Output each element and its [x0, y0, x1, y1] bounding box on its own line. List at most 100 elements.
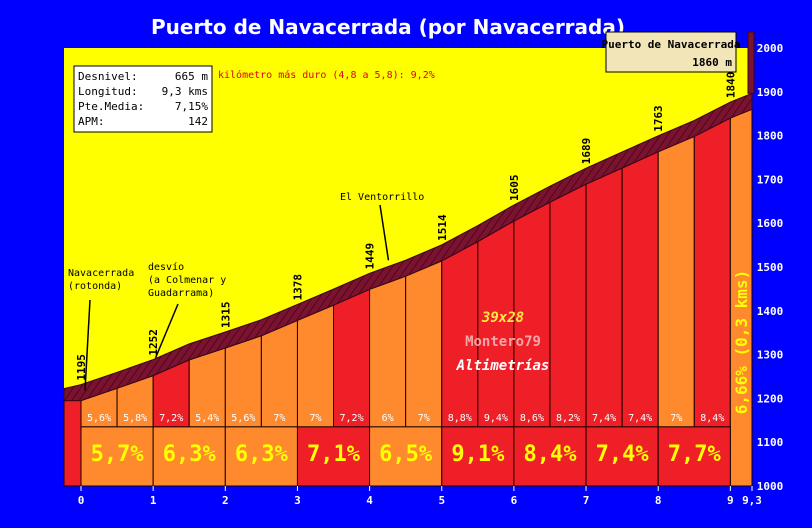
x-tick-label: 9 — [727, 494, 734, 507]
elevation-label: 1315 — [219, 302, 232, 329]
half-km-gradient-label: 7% — [309, 413, 321, 424]
half-km-gradient-label: 5,8% — [123, 413, 147, 424]
stat-label-pte-media: Pte.Media: — [78, 100, 144, 113]
stats-box: Desnivel: 665 m Longitud: 9,3 kms Pte.Me… — [73, 65, 213, 133]
x-tick-label: 9,3 — [742, 494, 762, 507]
x-tick-label: 0 — [78, 494, 85, 507]
y-tick-label: 1500 — [757, 261, 784, 274]
x-tick-label: 4 — [366, 494, 373, 507]
km-gradient-box — [296, 426, 371, 487]
elevation-label: 1763 — [652, 105, 665, 132]
half-km-gradient-label: 8,4% — [700, 413, 724, 424]
gradient-column — [585, 167, 623, 428]
stat-label-desnivel: Desnivel: — [78, 70, 138, 83]
half-km-gradient-label: 7,4% — [592, 413, 616, 424]
gradient-column — [296, 304, 335, 428]
summit-pole — [747, 31, 755, 94]
half-km-gradient-label: 7,2% — [159, 413, 183, 424]
stat-label-longitud: Longitud: — [78, 85, 138, 98]
annotation-leader — [154, 303, 179, 359]
half-km-gradient-label: 8,6% — [520, 413, 544, 424]
x-tick-label: 8 — [655, 494, 662, 507]
gradient-column — [405, 260, 443, 428]
y-tick-label: 1000 — [757, 480, 784, 493]
gradient-column — [369, 275, 407, 428]
annotation-label: desvío — [148, 261, 184, 273]
chart-title: Puerto de Navacerrada (por Navacerrada) — [151, 15, 625, 39]
road-profile — [63, 92, 753, 402]
elevation-label: 1252 — [147, 329, 160, 356]
summit-box-bg — [605, 31, 737, 73]
y-tick-label: 1300 — [757, 349, 784, 362]
summit-box: Puerto de Navacerrada 1860 m — [601, 31, 741, 73]
start-shoulder — [63, 400, 82, 487]
km-gradient-label: 7,4% — [596, 442, 650, 467]
x-tick-label: 3 — [294, 494, 301, 507]
stat-value-apm: 142 — [188, 115, 208, 128]
half-km-gradient-label: 6% — [382, 413, 394, 424]
annotation-label: El Ventorrillo — [340, 192, 424, 203]
stat-value-pte-media: 7,15% — [175, 100, 208, 113]
elevation-label: 1449 — [364, 243, 377, 270]
watermark-line2: Montero79 — [465, 334, 541, 350]
last-segment-label: 6,66% (0,3 kms) — [732, 270, 751, 415]
half-km-gradient-label: 5,6% — [231, 413, 255, 424]
km-gradient-box — [369, 426, 443, 487]
annotation-label: (a Colmenar y — [148, 275, 226, 286]
km-gradient-box — [152, 426, 226, 487]
half-km-gradient-label: 8,8% — [448, 413, 472, 424]
annotation-label: (rotonda) — [68, 281, 122, 292]
stat-value-desnivel: 665 m — [175, 70, 208, 83]
gradient-column — [333, 288, 371, 428]
watermark-line3: Altimetrías — [456, 358, 550, 374]
km-gradient-label: 5,7% — [91, 442, 145, 467]
half-km-gradient-label: 5,6% — [87, 413, 111, 424]
gradient-column — [657, 135, 695, 428]
elevation-label: 1840 — [724, 72, 737, 99]
y-tick-label: 1100 — [757, 436, 784, 449]
km-gradient-label: 9,1% — [451, 442, 505, 467]
km-gradient-label: 7,1% — [307, 442, 361, 467]
y-tick-label: 1800 — [757, 130, 784, 143]
hardest-km-note: kilómetro más duro (4,8 a 5,8): 9,2% — [218, 69, 435, 81]
annotation-label: Navacerrada — [68, 268, 134, 279]
x-tick-label: 2 — [222, 494, 229, 507]
elevation-label: 1689 — [580, 138, 593, 165]
annotation-label: Guadarrama) — [148, 288, 214, 299]
half-km-gradient-label: 7,4% — [628, 413, 652, 424]
gradient-column — [621, 151, 659, 428]
x-tick-label: 7 — [583, 494, 590, 507]
km-gradient-label: 6,3% — [163, 442, 217, 467]
y-tick-label: 1900 — [757, 86, 784, 99]
half-km-gradient-label: 7,2% — [340, 413, 364, 424]
annotation-leader — [379, 204, 390, 261]
half-km-gradient-label: 7% — [670, 413, 682, 424]
gradient-column — [693, 117, 731, 428]
gradient-column — [260, 319, 298, 428]
y-tick-label: 1600 — [757, 217, 784, 230]
y-tick-label: 1400 — [757, 305, 784, 318]
stat-value-longitud: 9,3 kms — [162, 85, 208, 98]
gradient-column — [549, 183, 587, 428]
x-tick-label: 1 — [150, 494, 157, 507]
x-tick-label: 6 — [511, 494, 518, 507]
km-gradient-box — [224, 426, 298, 487]
elevation-label: 1605 — [508, 175, 521, 202]
axes: 1000 1100 1200 1300 1400 1500 1600 1700 1800 1900… — [78, 42, 784, 507]
stat-label-apm: APM: — [78, 115, 105, 128]
km-gradient-box — [80, 426, 154, 487]
half-km-gradient-label: 9,4% — [484, 413, 508, 424]
half-km-gradient-label: 8,2% — [556, 413, 580, 424]
km-gradient-box — [657, 426, 731, 487]
elevation-label: 1195 — [75, 354, 88, 381]
km-gradient-label: 8,4% — [523, 442, 577, 467]
km-gradient-label: 6,3% — [235, 442, 289, 467]
half-km-gradient-label: 7% — [273, 413, 285, 424]
summit-name: Puerto de Navacerrada — [601, 38, 740, 51]
elevation-label: 1514 — [436, 214, 449, 241]
annotation-leader — [84, 299, 91, 391]
half-km-gradient-label: 5,4% — [195, 413, 219, 424]
stats-box-bg — [73, 65, 213, 133]
